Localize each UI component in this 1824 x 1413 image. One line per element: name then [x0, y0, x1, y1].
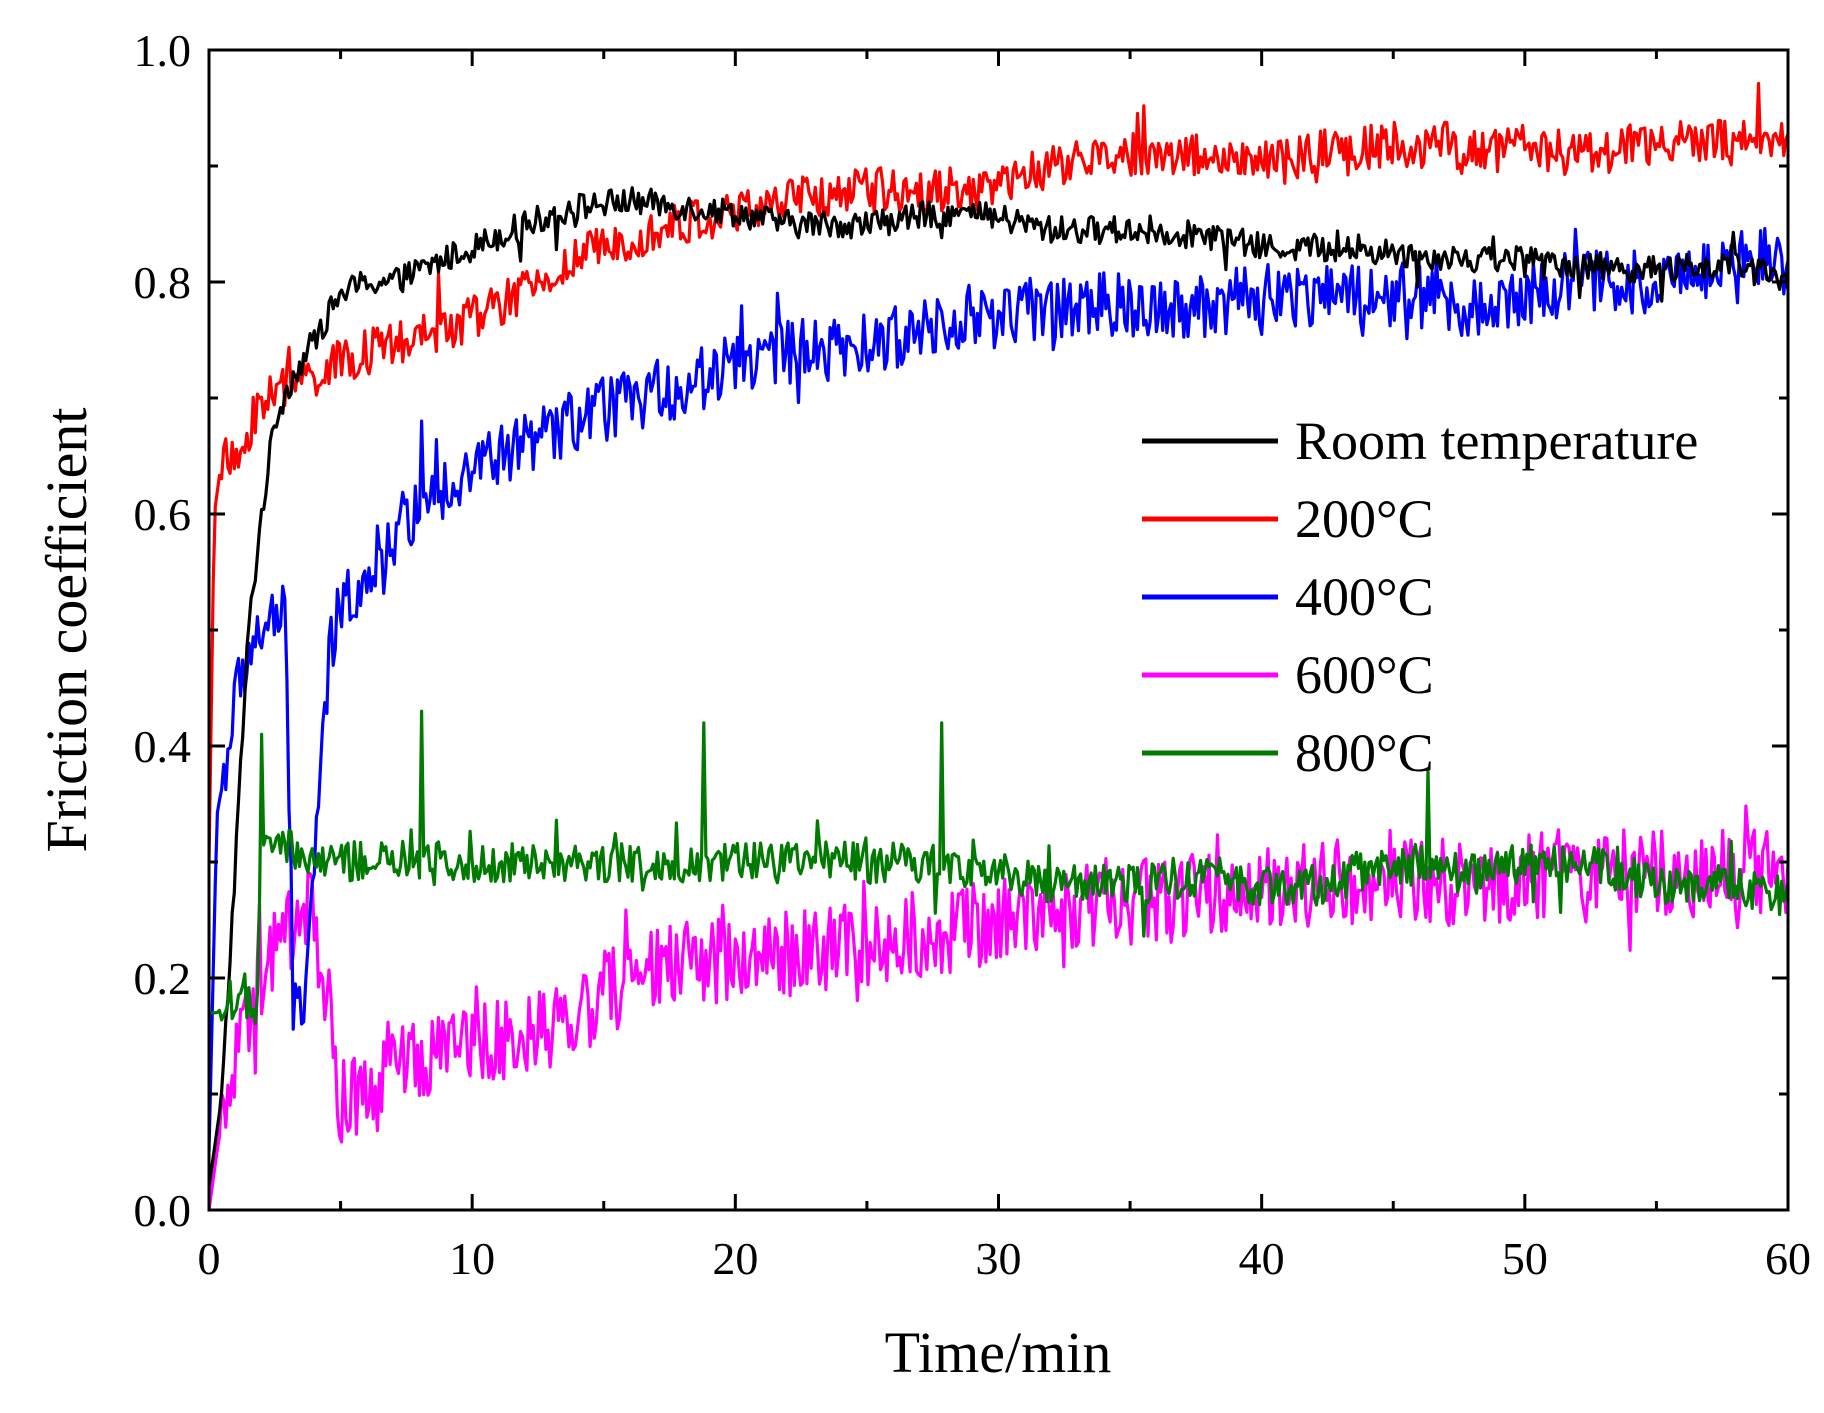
x-tick-label: 30 — [976, 1233, 1022, 1284]
y-tick-label: 0.2 — [134, 953, 192, 1004]
series-line-2 — [209, 227, 1788, 1153]
legend: Room temperature 200°C 400°C 600°C 800°C — [1142, 411, 1698, 783]
legend-label: Room temperature — [1295, 411, 1698, 471]
y-tick-label: 0.4 — [134, 721, 192, 772]
legend-label: 200°C — [1295, 489, 1434, 549]
series-layer — [209, 81, 1788, 1210]
legend-label: 600°C — [1295, 645, 1434, 705]
series-line-4 — [209, 709, 1788, 1026]
y-tick-label: 0.8 — [134, 257, 192, 308]
series-line-1 — [209, 81, 1788, 863]
x-tick-label: 10 — [449, 1233, 495, 1284]
y-tick-label: 1.0 — [134, 25, 192, 76]
y-tick-label: 0.0 — [134, 1185, 192, 1236]
y-tick-label: 0.6 — [134, 489, 192, 540]
ticks-layer: 0 10 20 30 40 50 60 0.0 0.2 0.4 0.6 0.8 1.0 — [134, 25, 1812, 1284]
y-axis-title: Friction coefficient — [34, 407, 99, 852]
series-line-0 — [209, 186, 1788, 1188]
x-axis-title: Time/min — [885, 1320, 1112, 1385]
x-tick-label: 20 — [712, 1233, 758, 1284]
x-tick-label: 60 — [1765, 1233, 1811, 1284]
legend-label: 400°C — [1295, 567, 1434, 627]
x-tick-label: 0 — [198, 1233, 221, 1284]
x-tick-label: 40 — [1239, 1233, 1285, 1284]
x-tick-label: 50 — [1502, 1233, 1548, 1284]
series-line-3 — [209, 804, 1788, 1210]
legend-label: 800°C — [1295, 723, 1434, 783]
